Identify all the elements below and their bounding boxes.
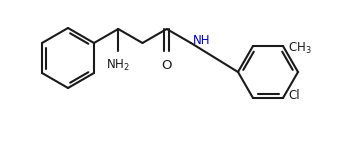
Text: NH$_2$: NH$_2$ [106, 58, 130, 73]
Text: NH: NH [193, 35, 211, 47]
Text: Cl: Cl [288, 90, 300, 102]
Text: CH$_3$: CH$_3$ [288, 40, 312, 56]
Text: O: O [162, 59, 172, 72]
